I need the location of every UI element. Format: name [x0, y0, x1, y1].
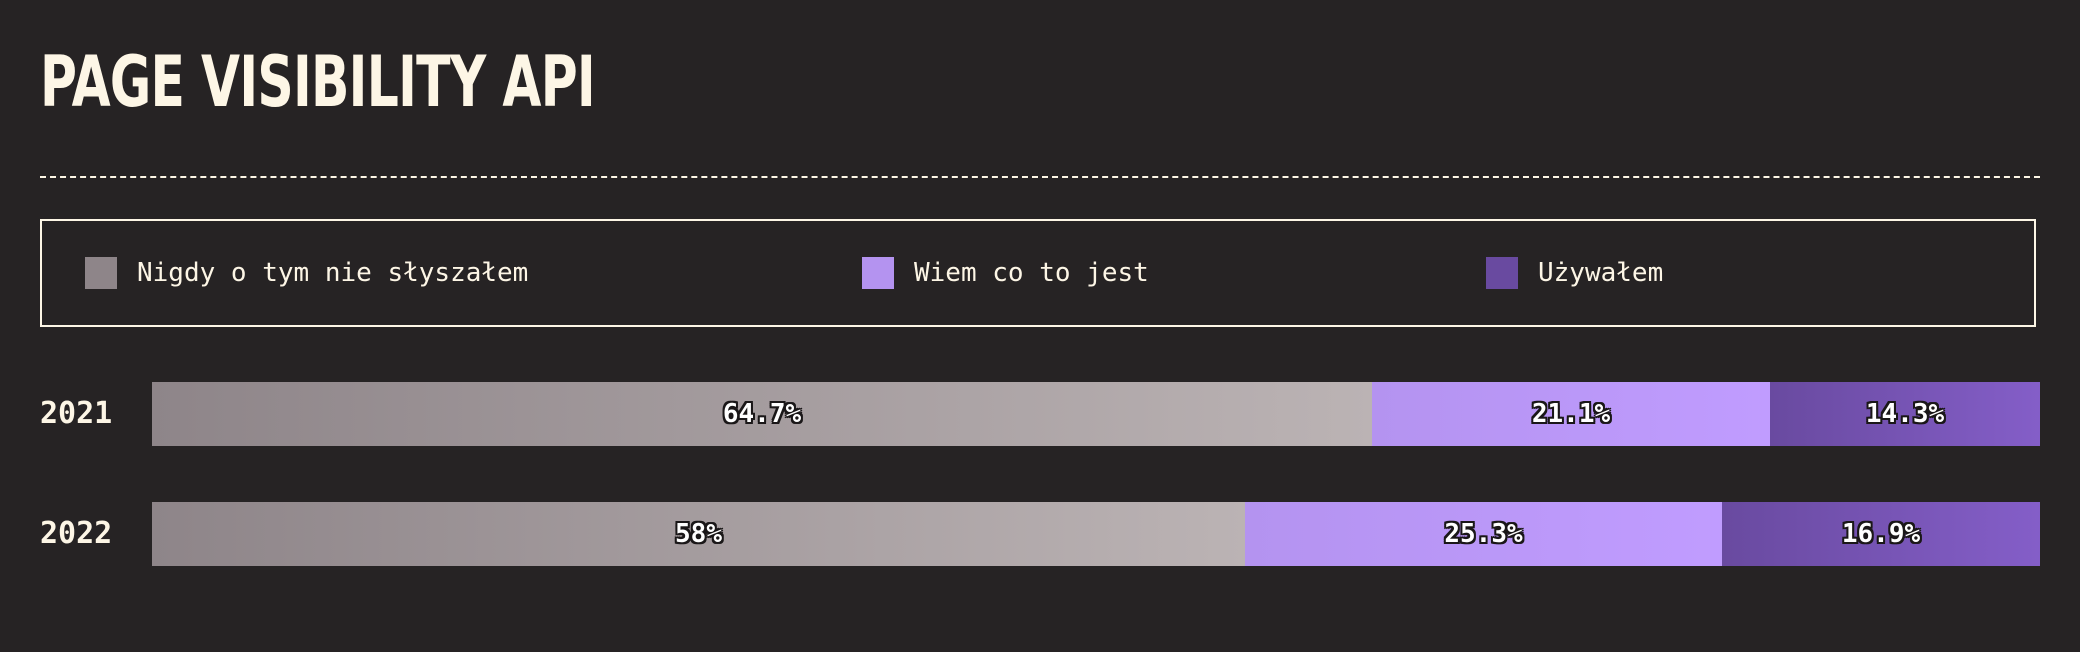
bar-segment-2022-used-it: 16.9% [1722, 502, 2040, 566]
legend-label-know-what-it-is: Wiem co to jest [914, 258, 1149, 288]
legend-label-never-heard: Nigdy o tym nie słyszałem [137, 258, 529, 288]
bar-segment-2021-never-heard: 64.7% [152, 382, 1372, 446]
row-label-2022: 2022 [40, 516, 113, 551]
legend: Nigdy o tym nie słyszałem Wiem co to jes… [40, 219, 2036, 327]
chart-title: PAGE VISIBILITY API [40, 41, 596, 123]
legend-swatch-never-heard [85, 257, 117, 289]
bar-segment-2021-used-it: 14.3% [1770, 382, 2040, 446]
legend-item-used-it: Używałem [1486, 221, 1663, 325]
data-label-2022-used-it: 16.9% [1841, 519, 1921, 549]
bar-2021: 64.7% 21.1% 14.3% [152, 382, 2040, 446]
bar-segment-2021-know-what-it-is: 21.1% [1372, 382, 1770, 446]
legend-item-know-what-it-is: Wiem co to jest [862, 221, 1149, 325]
legend-label-used-it: Używałem [1538, 258, 1664, 288]
bar-segment-2022-know-what-it-is: 25.3% [1245, 502, 1722, 566]
data-label-2021-know-what-it-is: 21.1% [1531, 399, 1611, 429]
row-label-2021: 2021 [40, 396, 113, 431]
legend-swatch-used-it [1486, 257, 1518, 289]
data-label-2021-never-heard: 64.7% [722, 399, 802, 429]
data-label-2021-used-it: 14.3% [1865, 399, 1945, 429]
bar-segment-2022-never-heard: 58% [152, 502, 1245, 566]
bar-2022: 58% 25.3% 16.9% [152, 502, 2040, 566]
data-label-2022-never-heard: 58% [675, 519, 722, 549]
legend-item-never-heard: Nigdy o tym nie słyszałem [85, 221, 528, 325]
legend-swatch-know-what-it-is [862, 257, 894, 289]
dashed-divider [40, 176, 2040, 178]
data-label-2022-know-what-it-is: 25.3% [1444, 519, 1523, 549]
